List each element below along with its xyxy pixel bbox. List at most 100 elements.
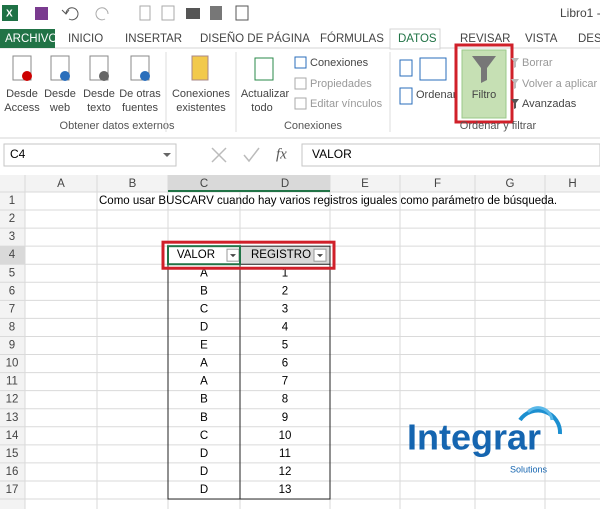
table-cell: B [200, 394, 208, 406]
row-header[interactable]: 16 [6, 466, 19, 478]
formula-text: VALOR [312, 147, 352, 161]
column-header[interactable]: C [200, 178, 208, 190]
table-border [167, 245, 331, 500]
tab-label[interactable]: REVISAR [460, 33, 511, 45]
table-cell: C [200, 303, 208, 315]
column-header[interactable]: G [506, 178, 515, 190]
filter-arrow [317, 254, 323, 258]
ribbon-label[interactable]: Avanzadas [522, 98, 577, 110]
ribbon-label[interactable]: Borrar [522, 57, 553, 69]
ribbon-label[interactable]: Ordenar y filtrar [460, 120, 537, 132]
table-cell: 8 [282, 394, 288, 406]
name-box-text[interactable]: C4 [10, 147, 26, 161]
tab-label[interactable]: VISTA [525, 33, 558, 45]
ribbon-label[interactable]: Conexiones [172, 88, 231, 100]
logo-name: Integrar [407, 417, 541, 458]
camera-icon [186, 8, 200, 19]
row-header[interactable]: 7 [9, 303, 15, 315]
ribbon-label[interactable]: web [49, 102, 70, 114]
row-header[interactable]: 14 [6, 430, 19, 442]
ribbon-label[interactable]: Editar vínculos [310, 98, 383, 110]
table-cell: 4 [282, 321, 289, 333]
table-header[interactable]: VALOR [177, 249, 215, 261]
ribbon-label[interactable]: Ordenar [416, 89, 457, 101]
small-icon [294, 77, 307, 90]
row-header[interactable]: 15 [6, 448, 19, 460]
qa-icon [139, 5, 151, 21]
column-header[interactable]: B [129, 178, 137, 190]
small-icon [511, 79, 519, 89]
calc-icon [210, 6, 222, 20]
table-cell: 3 [282, 303, 288, 315]
row-header[interactable]: 5 [9, 267, 15, 279]
column-header[interactable]: F [434, 178, 441, 190]
row-header[interactable]: 6 [9, 285, 15, 297]
column-header[interactable]: D [281, 178, 289, 190]
file-tab[interactable] [0, 29, 55, 48]
enter-icon [243, 147, 260, 163]
filter-arrow [230, 254, 236, 258]
highlight-box [161, 240, 336, 270]
table-cell: 11 [279, 448, 291, 460]
table-cell: 2 [282, 285, 288, 297]
column-header[interactable]: E [361, 178, 369, 190]
table-cell: 1 [282, 267, 288, 279]
ribbon-label[interactable]: texto [87, 102, 111, 114]
title-bar [0, 0, 600, 28]
row-header[interactable]: 12 [6, 394, 19, 406]
ribbon-label[interactable]: Desde [44, 88, 76, 100]
redo-icon [95, 7, 109, 21]
row-header[interactable]: 17 [6, 484, 19, 496]
tab-label[interactable]: INICIO [68, 33, 103, 45]
ribbon-label[interactable]: todo [251, 102, 272, 114]
ribbon-label[interactable]: Access [4, 102, 40, 114]
row-header[interactable]: 3 [9, 231, 15, 243]
tab-label[interactable]: INSERTAR [125, 33, 182, 45]
row-header[interactable]: 1 [9, 195, 15, 207]
row-header[interactable]: 13 [6, 412, 19, 424]
row-header[interactable]: 9 [9, 340, 15, 352]
ribbon-label[interactable]: Desde [6, 88, 38, 100]
ribbon-label[interactable]: De otras [119, 88, 161, 100]
header-col-bg [0, 175, 25, 509]
row-header[interactable]: 10 [6, 358, 19, 370]
table-cell: D [200, 466, 208, 478]
name-box[interactable] [3, 143, 177, 167]
table-header[interactable]: REGISTRO [251, 249, 311, 261]
tab-label[interactable]: DATOS [398, 33, 437, 45]
ribbon-label[interactable]: Obtener datos externos [60, 120, 175, 132]
ribbon-label[interactable]: Volver a aplicar [522, 78, 598, 90]
row-header[interactable]: 4 [9, 249, 16, 261]
row-header[interactable]: 2 [9, 213, 15, 225]
button-icon-badge [22, 71, 32, 81]
ribbon-label[interactable]: Filtro [472, 89, 496, 101]
tab-label[interactable]: DESA [578, 33, 600, 45]
ribbon-label[interactable]: Propiedades [310, 78, 372, 90]
table-cell: 5 [282, 340, 288, 352]
button-icon [191, 55, 209, 81]
logo-swirl [526, 406, 554, 421]
formula-input[interactable] [301, 143, 600, 167]
table-cell: A [200, 376, 208, 388]
ribbon-label[interactable]: Actualizar [241, 88, 290, 100]
fx-label[interactable]: fx [276, 146, 287, 162]
tab-label[interactable]: ARCHIVO [5, 33, 57, 45]
row-header[interactable]: 8 [9, 321, 15, 333]
tab-label[interactable]: DISEÑO DE PÁGINA [200, 32, 310, 45]
dropdown-arrow [163, 153, 171, 157]
ribbon-label[interactable]: Conexiones [310, 57, 369, 69]
selected-row-header [0, 246, 25, 265]
active-tab[interactable] [389, 28, 441, 50]
column-header[interactable]: H [568, 178, 576, 190]
tab-label[interactable]: FÓRMULAS [320, 32, 384, 45]
ribbon-label[interactable]: fuentes [122, 102, 159, 114]
small-icon [511, 99, 519, 109]
header-cell-d [240, 246, 330, 265]
ribbon-label[interactable]: Desde [83, 88, 115, 100]
row-header[interactable]: 11 [6, 376, 18, 388]
ribbon-label[interactable]: Conexiones [284, 120, 343, 132]
ribbon-label[interactable]: existentes [176, 102, 226, 114]
column-header[interactable]: A [57, 178, 65, 190]
